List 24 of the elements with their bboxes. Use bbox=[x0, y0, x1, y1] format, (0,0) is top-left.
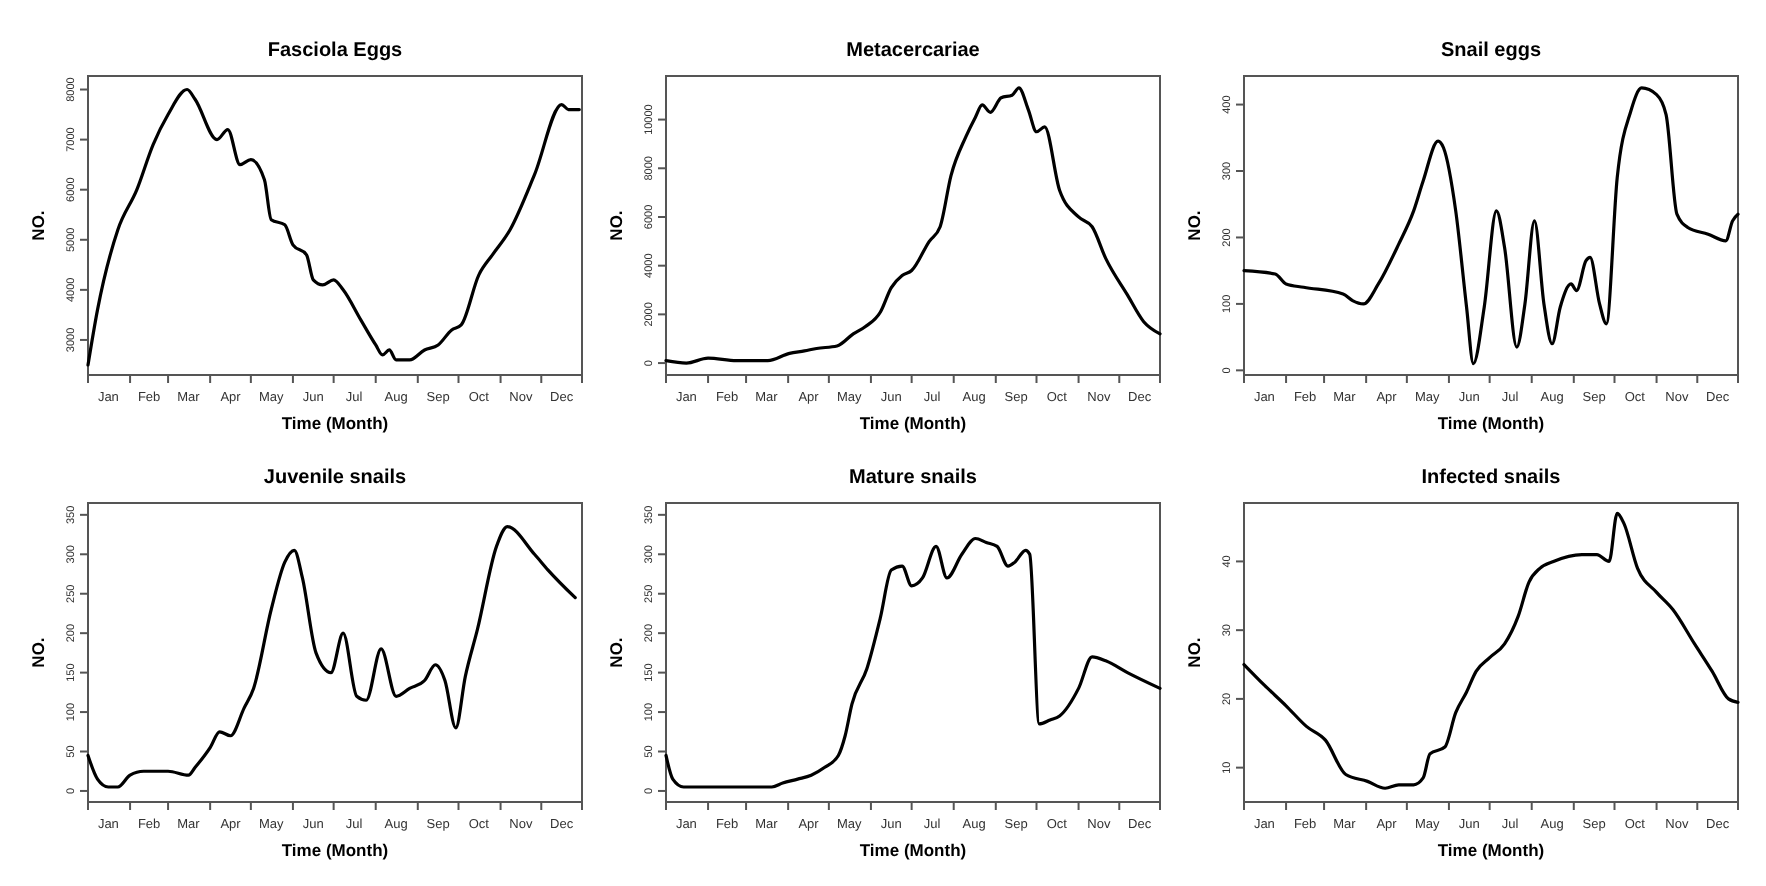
y-axis-title: NO. bbox=[28, 637, 48, 668]
line-series bbox=[86, 87, 581, 367]
chart-title: Mature snails bbox=[849, 467, 978, 489]
line-series bbox=[664, 86, 1162, 365]
line-series bbox=[86, 525, 577, 789]
chart-title: Fasciola Eggs bbox=[267, 40, 404, 62]
y-axis-title: NO. bbox=[1184, 210, 1204, 241]
line-series bbox=[1242, 86, 1740, 366]
y-axis-title: NO. bbox=[1184, 637, 1204, 668]
line-series bbox=[664, 536, 1162, 789]
y-axis-title: NO. bbox=[28, 210, 48, 241]
x-axis-title: Time (Month) bbox=[1437, 413, 1545, 433]
y-axis-title: NO. bbox=[606, 210, 626, 241]
y-axis-title: NO. bbox=[606, 637, 626, 668]
chart-title: Juvenile snails bbox=[263, 467, 408, 489]
x-axis-title: Time (Month) bbox=[281, 840, 389, 860]
chart-title: Metacercariae bbox=[846, 40, 981, 62]
x-axis-title: Time (Month) bbox=[859, 413, 967, 433]
chart-title: Snail eggs bbox=[1440, 40, 1542, 62]
x-axis-title: Time (Month) bbox=[281, 413, 389, 433]
line-series bbox=[1242, 511, 1740, 790]
x-axis-title: Time (Month) bbox=[859, 840, 967, 860]
x-axis-title: Time (Month) bbox=[1437, 840, 1545, 860]
chart-title: Infected snails bbox=[1421, 467, 1562, 489]
